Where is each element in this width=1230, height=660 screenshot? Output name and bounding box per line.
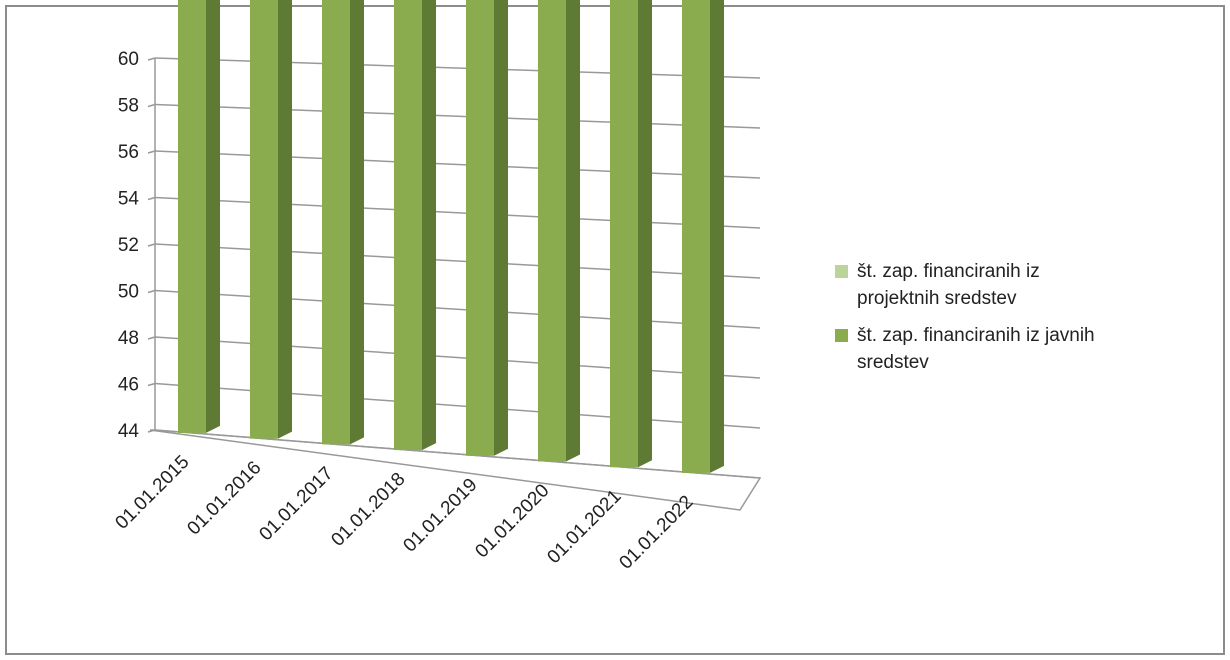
y-tick-label: 44: [118, 421, 140, 442]
bar: [322, 0, 350, 445]
bar-side: [350, 0, 364, 445]
tick-mark: [147, 243, 156, 247]
bar-side: [566, 0, 580, 462]
tick-mark: [147, 429, 156, 433]
tick-mark: [147, 196, 156, 201]
bar-side: [638, 0, 652, 468]
bar-side: [422, 0, 436, 451]
y-tick-label: 52: [118, 235, 139, 256]
legend-label: št. zap. financiranih iz javnih sredstev: [857, 325, 1095, 373]
bar: [250, 0, 278, 439]
tick-mark: [147, 289, 156, 294]
tick-mark: [147, 382, 156, 387]
bar: [538, 0, 566, 462]
legend-item: št. zap. financiranih iz projektnih sred…: [835, 258, 1125, 312]
tick-mark: [147, 103, 156, 108]
bar-side: [710, 0, 724, 473]
tick-mark: [147, 150, 156, 154]
y-tick-label: 56: [118, 142, 139, 163]
bar: [178, 0, 206, 433]
y-tick-label: 48: [118, 328, 139, 349]
y-tick-label: 60: [118, 49, 139, 70]
bar: [466, 0, 494, 456]
tick-mark: [147, 336, 156, 340]
y-tick-label: 58: [118, 96, 139, 117]
y-tick-label: 54: [118, 189, 140, 210]
legend-swatch: [835, 329, 848, 342]
legend-label: št. zap. financiranih iz projektnih sred…: [857, 261, 1040, 309]
bar-side: [278, 0, 292, 439]
legend-swatch: [835, 265, 848, 278]
bar: [394, 0, 422, 451]
bar-side: [494, 0, 508, 456]
legend-item: št. zap. financiranih iz javnih sredstev: [835, 322, 1125, 376]
bar-side: [206, 0, 220, 433]
tick-mark: [147, 57, 156, 61]
y-tick-label: 46: [118, 375, 139, 396]
bar: [682, 0, 710, 473]
y-tick-label: 50: [118, 282, 139, 303]
bar: [610, 0, 638, 468]
